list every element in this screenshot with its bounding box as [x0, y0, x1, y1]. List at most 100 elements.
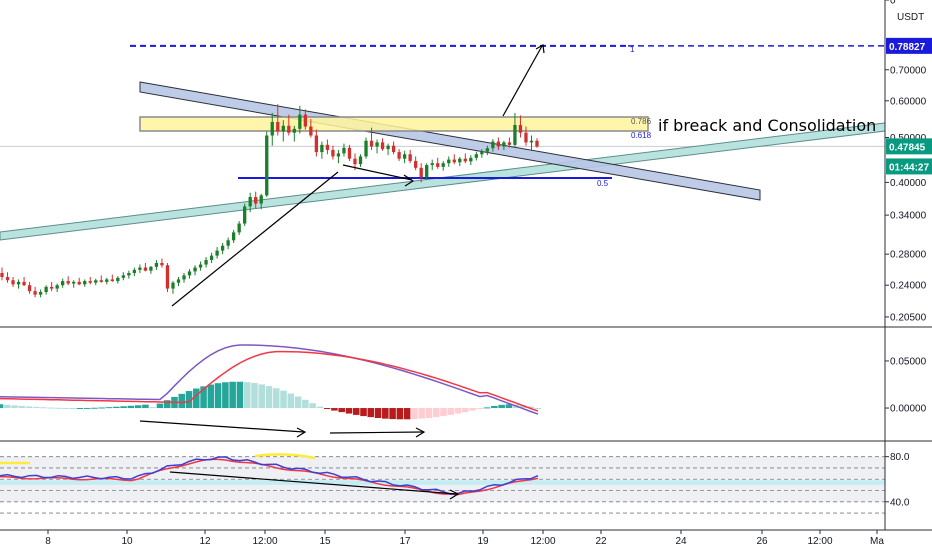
candle: [292, 125, 296, 142]
macd-histogram-bar: [454, 408, 462, 414]
macd-histogram-bar: [251, 383, 258, 409]
candle: [524, 126, 528, 146]
candle: [265, 131, 269, 198]
candle: [358, 154, 363, 167]
candle-body: [380, 142, 385, 150]
candle-body: [72, 281, 76, 284]
candle-body: [33, 291, 37, 295]
candle: [502, 140, 506, 150]
macd-histogram-bar: [40, 407, 47, 409]
macd-histogram-bar: [142, 404, 149, 409]
annotation-text: if breack and Consolidation: [658, 116, 876, 135]
candle: [149, 266, 153, 274]
candle: [529, 135, 534, 150]
candle: [204, 257, 208, 268]
candle-body: [447, 159, 451, 164]
candle-body: [121, 275, 125, 278]
candle: [369, 127, 374, 150]
macd-histogram-bar: [382, 408, 389, 419]
y-tick-label: 0.70000: [890, 65, 927, 76]
y-tick-label: 0.34000: [890, 211, 927, 222]
candle: [88, 276, 92, 285]
macd-histogram-bar: [193, 388, 200, 409]
x-tick-label: Ma: [870, 536, 884, 547]
y-tick-label: 40.0: [890, 497, 910, 508]
candle-body: [298, 114, 302, 129]
fib-label: 0.5: [597, 179, 609, 188]
x-tick-label: 12:00: [530, 536, 555, 547]
candle-body: [375, 142, 379, 147]
candle: [303, 109, 308, 130]
candle: [281, 120, 285, 142]
macd-histogram-bar: [98, 407, 106, 409]
trend-arrow: [171, 171, 339, 307]
macd-histogram-bar: [207, 384, 215, 409]
candle: [436, 157, 440, 169]
x-tick-label: 12: [199, 536, 211, 547]
candle-body: [364, 140, 368, 157]
y-tick-label: 0: [890, 0, 896, 7]
candle: [276, 104, 280, 136]
candle: [474, 151, 478, 161]
candle-body: [77, 281, 81, 285]
rsi-pane[interactable]: [0, 453, 885, 514]
candle-body: [513, 124, 517, 145]
macd-histogram-bar: [432, 408, 440, 418]
candle: [226, 237, 230, 250]
macd-histogram-bar: [367, 408, 375, 418]
candle: [425, 163, 429, 180]
macd-histogram-bar: [149, 407, 156, 409]
resistance-channel: [139, 81, 761, 201]
candle: [314, 129, 319, 157]
candle: [237, 221, 241, 236]
candle-body: [49, 286, 54, 289]
candle: [198, 261, 203, 271]
macd-histogram-bar: [396, 408, 404, 420]
candle-body: [281, 125, 285, 132]
candle-body: [325, 144, 330, 150]
candle: [193, 265, 197, 276]
candle: [77, 277, 81, 286]
candle: [160, 258, 164, 268]
candle-body: [402, 154, 407, 159]
candle-body: [458, 158, 462, 163]
candle-body: [485, 148, 490, 152]
macd-histogram-bar: [302, 399, 309, 409]
candle: [99, 275, 103, 283]
candle: [364, 137, 368, 159]
price-badge: [886, 37, 932, 54]
candle-body: [303, 114, 308, 127]
candle-body: [259, 195, 263, 204]
x-tick-label: 17: [399, 536, 411, 547]
candle-body: [518, 124, 523, 133]
macd-histogram-bar: [483, 407, 491, 409]
price-pane[interactable]: 0.786 0.618 0.5 1: [0, 44, 886, 298]
candle-body: [474, 154, 478, 158]
candle: [33, 286, 37, 298]
macd-histogram-bar: [83, 407, 91, 409]
candle: [105, 277, 109, 285]
candle: [452, 154, 456, 165]
candle: [16, 279, 21, 289]
rsi-divergence-arrow: [169, 471, 458, 495]
candle-body: [414, 160, 418, 168]
fib-zone: [139, 116, 649, 132]
candle: [375, 139, 379, 154]
y-tick-label: 80.0: [890, 452, 910, 463]
candle: [215, 247, 219, 259]
macd-histogram-bar: [309, 403, 316, 409]
candle: [66, 276, 70, 286]
candle: [485, 145, 490, 156]
candle: [391, 141, 396, 155]
candle-body: [292, 128, 296, 133]
macd-pane[interactable]: [0, 344, 542, 420]
arrow-head: [403, 174, 415, 187]
candle: [254, 191, 258, 209]
candle: [402, 150, 407, 164]
candle-body: [176, 279, 181, 283]
candle: [458, 156, 462, 166]
macd-histogram-bar: [62, 407, 69, 409]
candle-body: [254, 197, 258, 204]
candle: [127, 270, 131, 279]
